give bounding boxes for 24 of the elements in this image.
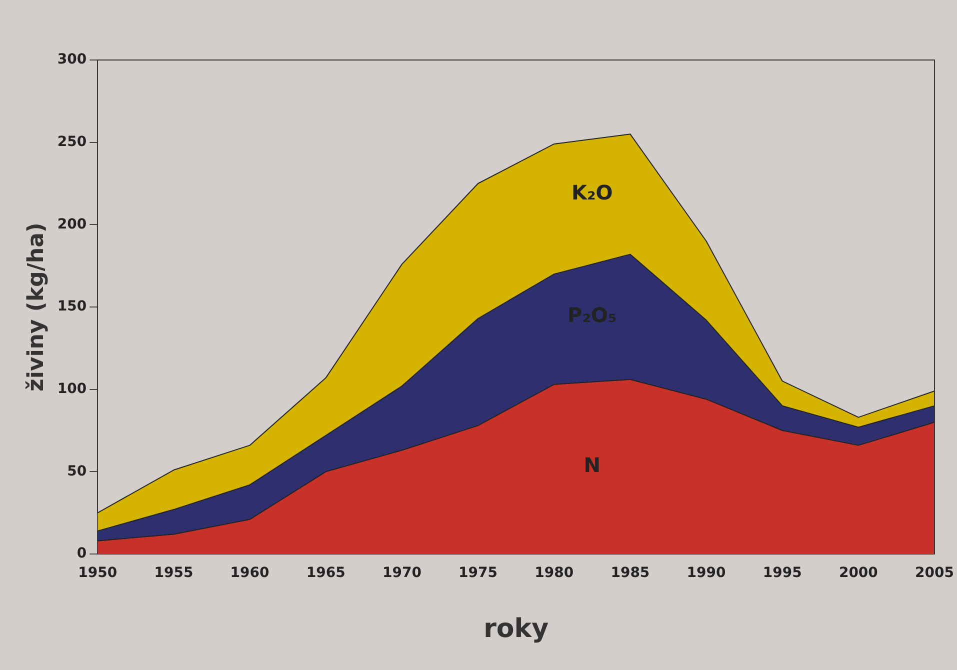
y-tick-label: 0 xyxy=(76,546,87,562)
x-tick-label: 1985 xyxy=(610,565,650,582)
x-tick-label: 1955 xyxy=(154,565,194,582)
x-tick-label: 1990 xyxy=(686,565,726,582)
y-axis-title: živiny (kg/ha) xyxy=(24,222,49,392)
x-tick-label: 1970 xyxy=(382,565,422,582)
series-label: N xyxy=(584,452,601,477)
y-tick-label: 150 xyxy=(57,298,87,315)
series-label: P₂O₅ xyxy=(568,303,617,328)
x-axis-title: roky xyxy=(484,614,549,644)
x-tick-label: 2000 xyxy=(838,565,878,582)
x-tick-label: 1960 xyxy=(230,565,270,582)
x-tick-label: 1965 xyxy=(306,565,346,582)
x-tick-label: 1975 xyxy=(458,565,498,582)
x-tick-label: 1980 xyxy=(534,565,574,582)
y-tick-label: 100 xyxy=(57,380,87,397)
x-tick-label: 1950 xyxy=(78,565,118,582)
y-tick-label: 50 xyxy=(67,463,87,480)
y-tick-label: 300 xyxy=(57,52,87,68)
series-label: K₂O xyxy=(572,180,613,204)
x-tick-label: 1995 xyxy=(762,565,802,582)
y-tick-label: 200 xyxy=(57,216,87,232)
x-tick-label: 2005 xyxy=(915,565,954,582)
y-tick-label: 250 xyxy=(57,134,87,150)
